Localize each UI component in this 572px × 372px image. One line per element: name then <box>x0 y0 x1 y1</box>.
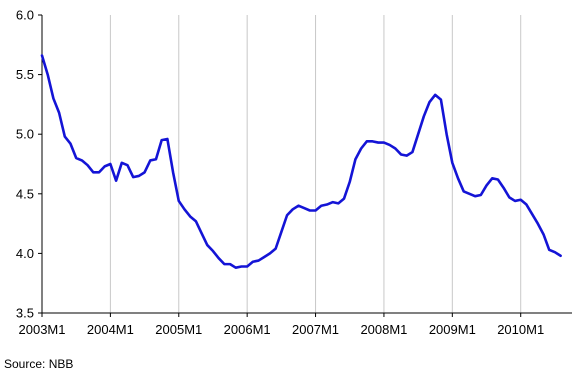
y-tick-label: 5.5 <box>16 67 34 82</box>
y-tick-label: 6.0 <box>16 8 34 23</box>
series-line <box>40 54 562 269</box>
x-tick-label: 2006M1 <box>224 322 271 337</box>
y-axis-ticks: 3.5 4.0 4.5 5.0 5.5 6.0 <box>16 8 42 321</box>
axes <box>41 15 572 314</box>
source-note: Source: NBB <box>4 357 73 371</box>
y-tick-label: 4.5 <box>16 186 34 201</box>
x-tick-label: 2008M1 <box>360 322 407 337</box>
y-tick-label: 4.0 <box>16 246 34 261</box>
x-tick-label: 2005M1 <box>155 322 202 337</box>
x-tick-label: 2009M1 <box>429 322 476 337</box>
x-tick-label: 2003M1 <box>19 322 66 337</box>
x-tick-label: 2004M1 <box>87 322 134 337</box>
y-tick-label: 3.5 <box>16 306 34 321</box>
x-axis-ticks: 2003M1 2004M1 2005M1 2006M1 2007M1 2008M1 2009… <box>19 313 544 337</box>
y-tick-label: 5.0 <box>16 127 34 142</box>
x-tick-label: 2010M1 <box>497 322 544 337</box>
x-tick-label: 2007M1 <box>292 322 339 337</box>
